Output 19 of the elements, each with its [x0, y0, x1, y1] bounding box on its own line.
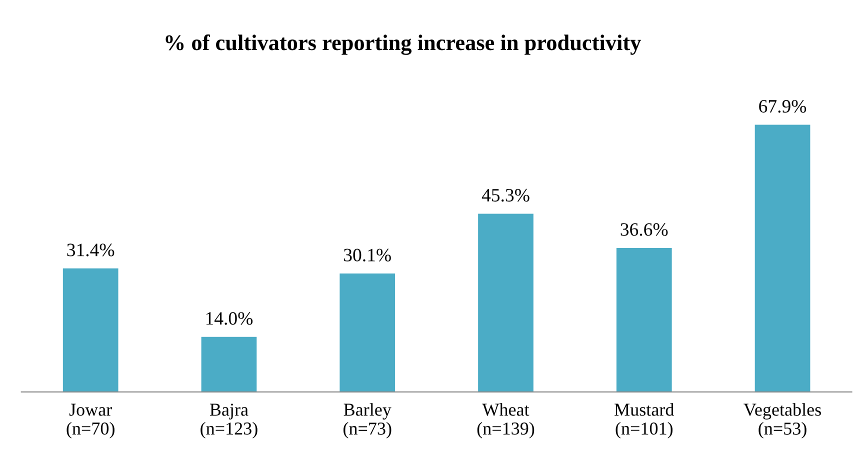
data-label: 30.1%	[344, 248, 391, 262]
x-tick-label: Mustard (n=101)	[614, 403, 674, 438]
bar	[201, 336, 257, 392]
bar	[340, 274, 396, 392]
data-label: 67.9%	[759, 100, 806, 113]
data-label: 45.3%	[482, 188, 530, 202]
bar	[616, 248, 672, 392]
x-tick-label: Vegetables (n=53)	[744, 403, 821, 438]
bar	[62, 268, 118, 392]
data-label: 31.4%	[67, 244, 114, 256]
x-tick-label: Bajra (n=123)	[200, 404, 258, 438]
bar	[478, 214, 534, 392]
chart-title: % of cultivators reporting increase in productivity	[166, 34, 641, 55]
data-label: 14.0%	[206, 312, 253, 325]
data-label: 36.6%	[620, 223, 668, 236]
x-tick-label: Barley (n=73)	[344, 403, 392, 438]
x-tick-label: Jowar (n=70)	[66, 404, 114, 438]
bar	[754, 124, 810, 392]
x-tick-label: Wheat (n=139)	[477, 403, 534, 438]
